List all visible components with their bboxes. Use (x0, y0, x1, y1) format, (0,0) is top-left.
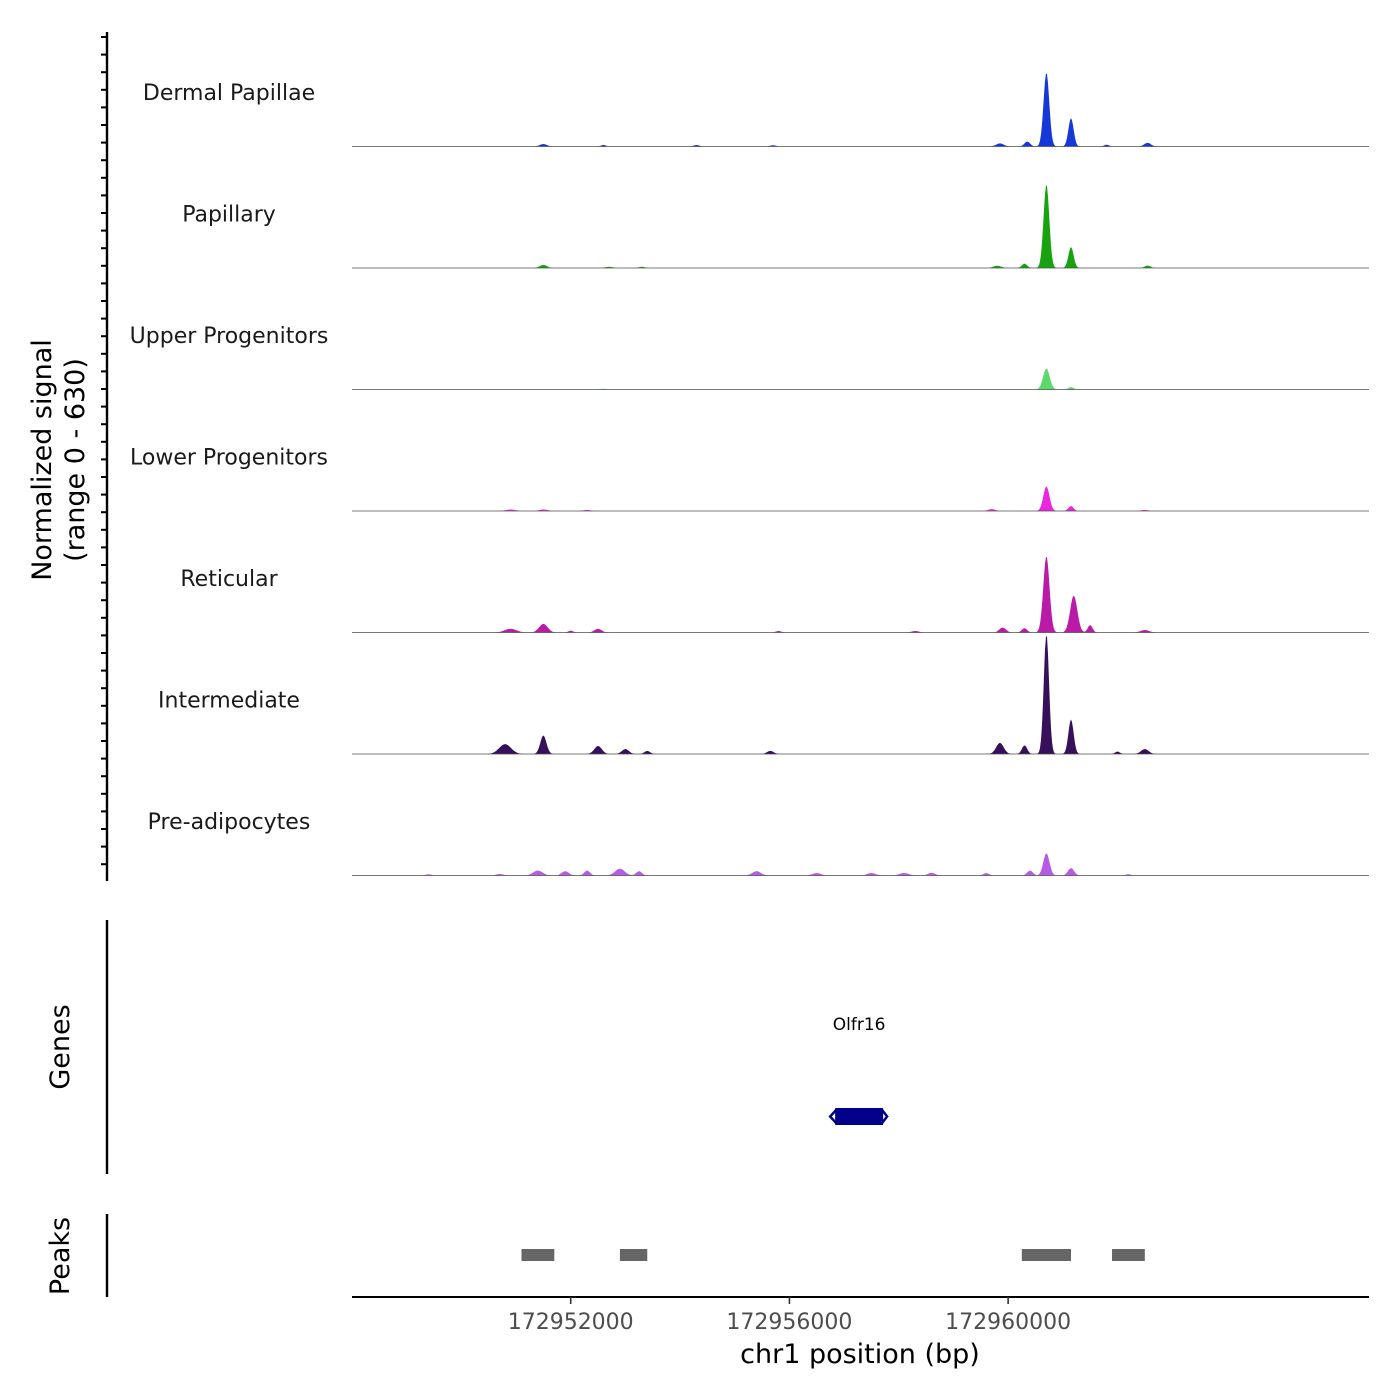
gene-body (835, 1108, 884, 1125)
track-intermediate: Intermediate (158, 636, 1369, 755)
strand-arrow-icon (828, 1109, 838, 1124)
track-reticular: Reticular (180, 556, 1369, 633)
track-papillary: Papillary (182, 185, 1369, 269)
track-label: Dermal Papillae (143, 81, 315, 106)
coverage-area (352, 486, 1369, 511)
peak-region (521, 1249, 555, 1261)
coverage-area (352, 185, 1369, 268)
track-label: Intermediate (158, 689, 300, 714)
strand-arrow-icon (881, 1109, 889, 1124)
left-axes (101, 32, 109, 1297)
coverage-tracks: Dermal Papillae Papillary Upper Progenitor… (130, 73, 1369, 876)
gene-label: Olfr16 (833, 1015, 886, 1035)
x-tick-label: 172952000 (508, 1310, 634, 1335)
track-label: Lower Progenitors (130, 446, 328, 471)
x-tick-label: 172960000 (945, 1310, 1071, 1335)
track-dermal-papillae: Dermal Papillae (143, 73, 1369, 147)
track-upper-progenitors: Upper Progenitors (130, 324, 1369, 390)
track-lower-progenitors: Lower Progenitors (130, 446, 1369, 512)
track-label: Upper Progenitors (130, 324, 329, 349)
y-axis-title: Normalized signal (27, 339, 58, 581)
coverage-area (352, 368, 1369, 390)
peak-region (1112, 1249, 1145, 1261)
gene-track: Olfr16 (828, 1015, 889, 1125)
coverage-area (352, 853, 1369, 876)
peak-region (1021, 1249, 1072, 1261)
coverage-area (352, 636, 1369, 754)
genes-axis-title: Genes (45, 1004, 76, 1089)
x-axis-title: chr1 position (bp) (740, 1339, 980, 1370)
x-tick-label: 172956000 (726, 1310, 852, 1335)
track-label: Papillary (182, 203, 276, 228)
track-pre-adipocytes: Pre-adipocytes (148, 810, 1369, 876)
peaks-axis-title: Peaks (45, 1217, 76, 1295)
y-axis-range-label: (range 0 - 630) (60, 358, 91, 562)
track-label: Pre-adipocytes (148, 810, 311, 835)
coverage-area (352, 556, 1369, 633)
track-label: Reticular (180, 567, 278, 592)
peak-track (521, 1249, 1145, 1261)
coverage-area (352, 73, 1369, 147)
peak-region (619, 1249, 648, 1261)
x-axis: 172952000 172956000 172960000 (352, 1296, 1369, 1335)
